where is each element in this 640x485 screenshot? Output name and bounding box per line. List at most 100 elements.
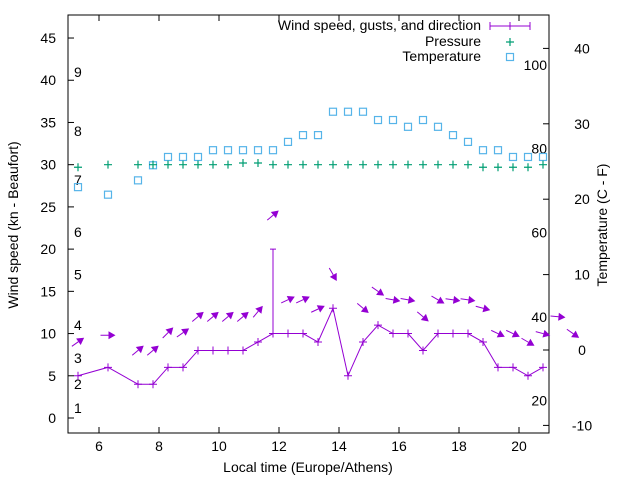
arrow-head (240, 311, 249, 320)
arrow-head (496, 330, 505, 338)
pressure-point (164, 160, 172, 169)
arrow-shaft (550, 315, 559, 318)
arrow-shaft (371, 286, 379, 293)
wind-speed-point (464, 329, 472, 338)
beaufort-label: 2 (74, 376, 82, 392)
pressure-point (269, 160, 277, 169)
arrow-head (108, 331, 116, 340)
pressure-point (134, 160, 142, 169)
wind-direction-arrow (400, 295, 416, 304)
pressure-point (374, 160, 382, 169)
pressure-point (239, 158, 247, 167)
temperature-point (388, 115, 398, 125)
wind-speed-point (419, 346, 427, 355)
arrow-shaft (310, 308, 319, 313)
fahrenheit-label: 40 (531, 309, 547, 325)
wind-direction-arrow (521, 337, 535, 346)
wind-direction-arrow (280, 295, 295, 304)
arrow-shaft (146, 349, 154, 356)
wind-speed-point (374, 321, 382, 330)
temperature-point (223, 146, 233, 155)
y-tick-label: 45 (40, 30, 56, 46)
temperature-point (403, 122, 413, 131)
wind-speed-point (299, 329, 307, 338)
arrow-head (165, 327, 174, 336)
legend-sample-wind (489, 22, 531, 30)
wind-speed-point (284, 329, 292, 338)
wind-direction-arrow (535, 329, 551, 338)
temperature-point (253, 146, 263, 155)
pressure-point (479, 163, 487, 172)
pressure-point (284, 160, 292, 169)
arrow-shaft (252, 310, 259, 318)
wind-direction-arrow (221, 311, 234, 322)
wind-speed-point (254, 338, 262, 347)
y-tick-label: 25 (40, 199, 56, 215)
x-tick-label: 8 (155, 438, 163, 454)
arrow-shaft (131, 349, 139, 356)
wind-direction-arrow (146, 345, 159, 356)
x-tick-label: 16 (391, 438, 407, 454)
arrow-head (255, 305, 263, 314)
legend-label-temperature: Temperature (402, 48, 481, 64)
arrow-head (482, 304, 491, 313)
temperature-point (463, 137, 473, 146)
arrow-shaft (280, 299, 289, 304)
arrow-shaft (176, 332, 184, 338)
beaufort-label: 6 (74, 224, 82, 240)
y-tick-label: 35 (40, 114, 56, 130)
beaufort-label: 5 (74, 266, 82, 282)
arrow-head (526, 338, 535, 346)
beaufort-label: 9 (74, 64, 82, 80)
temperature-point (328, 107, 338, 116)
temperature-point (343, 107, 353, 116)
fahrenheit-label: 100 (524, 57, 548, 73)
arrow-head (511, 330, 520, 338)
wind-speed-point (434, 329, 442, 338)
wind-direction-arrow (416, 311, 429, 322)
wind-direction-arrow (550, 312, 566, 321)
arrow-head (316, 305, 325, 313)
arrow-shaft (416, 311, 424, 318)
arrow-head (135, 345, 144, 354)
wind-speed-point (314, 338, 322, 347)
arrow-head (150, 345, 159, 354)
arrow-shaft (490, 329, 499, 335)
pressure-point (194, 160, 202, 169)
temperature-point (448, 131, 458, 140)
arrow-shaft (328, 267, 334, 276)
arrow-head (301, 295, 310, 304)
wind-direction-arrow (490, 329, 505, 338)
temperature-point (283, 137, 293, 146)
arrow-shaft (475, 305, 484, 309)
arrow-head (467, 295, 476, 304)
fahrenheit-label: 20 (531, 393, 547, 409)
beaufort-label: 3 (74, 350, 82, 366)
axes: 6 8 10 12 14 16 18 20051015202530354045-1001020… (40, 14, 592, 454)
pressure-point (224, 160, 232, 169)
wind-direction-arrow (206, 311, 219, 322)
arrow-head (542, 329, 551, 338)
x-axis-label: Local time (Europe/Athens) (223, 459, 393, 475)
pressure-point (179, 160, 187, 169)
wind-speed-point (329, 304, 337, 313)
y-tick-label: 5 (48, 368, 56, 384)
y2-axis-label: Temperature (C - F) (594, 164, 610, 287)
pressure-point (449, 160, 457, 169)
legend-sample-pressure (506, 38, 514, 46)
temperature-point (73, 183, 83, 192)
wind-direction-arrow (460, 295, 476, 304)
wind-direction-arrow (176, 328, 190, 338)
pressure-point (464, 160, 472, 169)
wind-speed-point (209, 346, 217, 355)
wind-speed-point (539, 363, 547, 372)
arrow-head (329, 272, 337, 281)
temperature-point (208, 146, 218, 155)
wind-speed-line (77, 306, 544, 385)
wind-speed-point (164, 363, 172, 372)
pressure-point (209, 160, 217, 169)
fahrenheit-label: 60 (531, 224, 547, 240)
arrow-head (571, 330, 580, 338)
temperature-point (433, 122, 443, 131)
